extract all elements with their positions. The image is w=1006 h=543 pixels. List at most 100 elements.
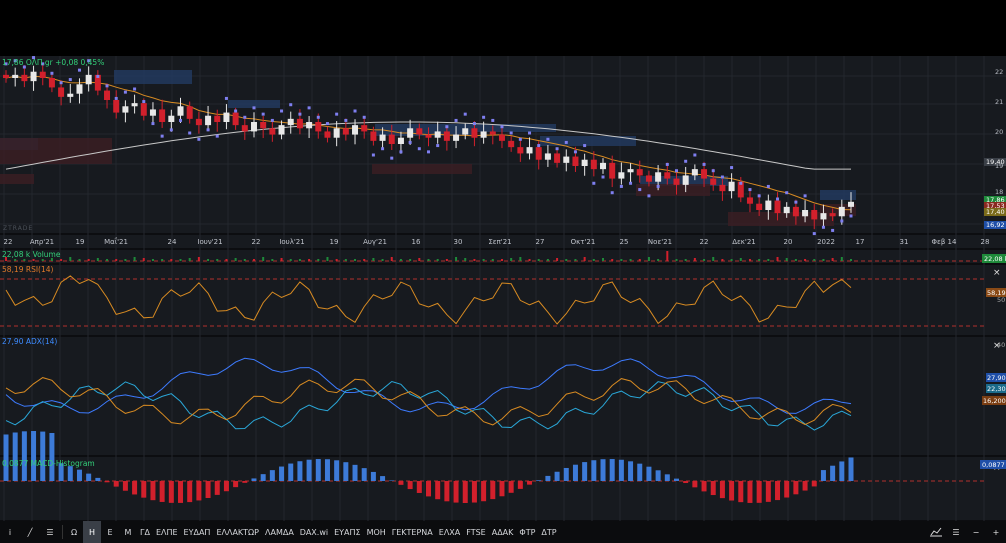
sar-dot bbox=[41, 62, 45, 66]
symbol-ftse[interactable]: FTSE bbox=[466, 527, 486, 537]
symbol-eyaps[interactable]: ΕΥΑΠΣ bbox=[334, 527, 361, 537]
price-zone bbox=[472, 124, 556, 132]
volume-bar bbox=[354, 259, 357, 261]
macd-bar bbox=[251, 478, 257, 481]
menu-icon[interactable]: ☰ bbox=[46, 527, 54, 537]
sar-dot bbox=[96, 74, 100, 78]
time-axis-tick: 22 bbox=[4, 238, 13, 246]
rsi-legend[interactable]: 58,19 RSI(14) bbox=[2, 265, 54, 274]
volume-bar bbox=[243, 259, 246, 261]
macd-bar bbox=[132, 481, 138, 495]
symbol-ftr[interactable]: ΦΤΡ bbox=[519, 527, 536, 537]
candle-body bbox=[719, 184, 726, 192]
macd-bar bbox=[848, 457, 854, 481]
sar-dot bbox=[371, 153, 375, 157]
candle-body bbox=[159, 109, 166, 122]
sar-dot bbox=[252, 106, 256, 110]
sar-dot bbox=[32, 56, 36, 60]
volume-bar bbox=[482, 259, 485, 261]
zoom-out-icon[interactable]: − bbox=[972, 527, 980, 537]
symbol-dax[interactable]: DAX.wi bbox=[299, 527, 329, 537]
close-rsi-icon[interactable]: × bbox=[993, 268, 1001, 278]
candle-body bbox=[361, 125, 368, 132]
price-zone bbox=[728, 212, 834, 226]
candle-body bbox=[838, 206, 845, 217]
macd-bar bbox=[719, 481, 725, 499]
candle-body bbox=[434, 131, 441, 138]
candle-body bbox=[710, 178, 717, 185]
volume-bar bbox=[69, 257, 72, 261]
plus-di-value-tag: 22,30 bbox=[986, 384, 1006, 393]
sar-dot bbox=[417, 147, 421, 151]
time-axis-tick: Δεκ'21 bbox=[732, 238, 756, 246]
volume-bar bbox=[289, 259, 292, 261]
timeframe-day[interactable]: Η bbox=[83, 521, 101, 543]
volume-bar bbox=[840, 257, 843, 261]
volume-bar bbox=[611, 259, 614, 261]
sar-dot bbox=[656, 184, 660, 188]
volume-bar bbox=[647, 257, 650, 261]
symbol-eydap[interactable]: ΕΥΔΑΠ bbox=[183, 527, 211, 537]
chart-area[interactable]: 22 21 20 19,40 19 18 17,86 17,53 17,40 16,92 22 Απρ… bbox=[0, 56, 1006, 521]
volume-bar bbox=[399, 259, 402, 261]
macd-bar bbox=[664, 474, 670, 481]
volume-bar bbox=[252, 259, 255, 261]
svg-text:22,30: 22,30 bbox=[987, 385, 1006, 393]
list-icon[interactable]: ☰ bbox=[952, 527, 960, 537]
macd-bar bbox=[343, 462, 349, 481]
macd-bar bbox=[554, 471, 560, 481]
timeframe-hour[interactable]: Ω bbox=[70, 527, 78, 537]
volume-bar bbox=[234, 258, 237, 261]
volume-bar bbox=[409, 259, 412, 261]
macd-bar bbox=[3, 434, 9, 481]
sar-dot bbox=[794, 200, 798, 204]
macd-bar bbox=[444, 481, 450, 502]
timeframe-month[interactable]: Μ bbox=[124, 527, 132, 537]
sar-dot bbox=[601, 175, 605, 179]
pen-icon[interactable]: ╱ bbox=[27, 527, 33, 537]
symbol-gd[interactable]: ΓΔ bbox=[140, 527, 150, 537]
macd-bar bbox=[756, 481, 762, 503]
candle-body bbox=[554, 153, 561, 163]
sar-dot bbox=[638, 188, 642, 192]
sar-dot bbox=[831, 228, 835, 232]
symbol-lamda[interactable]: ΛΑΜΔΑ bbox=[265, 527, 294, 537]
sar-dot bbox=[647, 194, 651, 198]
macd-bar bbox=[490, 481, 496, 500]
volume-bar bbox=[785, 258, 788, 261]
sar-dot bbox=[849, 214, 853, 218]
volume-bar bbox=[298, 259, 301, 261]
macd-bar bbox=[811, 481, 817, 487]
candle-body bbox=[526, 147, 533, 154]
timeframe-week[interactable]: Ε bbox=[107, 527, 113, 537]
symbol-elxa[interactable]: ΕΛΧΑ bbox=[438, 527, 461, 537]
svg-text:22,08 k: 22,08 k bbox=[984, 255, 1006, 263]
volume-bar bbox=[133, 257, 136, 261]
price-zone bbox=[0, 174, 34, 184]
close-adx-icon[interactable]: × bbox=[993, 341, 1001, 351]
symbol-adak[interactable]: ΑΔΑΚ bbox=[491, 527, 514, 537]
candle-body bbox=[186, 106, 193, 119]
volume-bar bbox=[445, 259, 448, 261]
symbol-elpe[interactable]: ΕΛΠΕ bbox=[155, 527, 178, 537]
adx-legend[interactable]: 27,90 ADX(14) bbox=[2, 337, 57, 346]
symbol-gekterna[interactable]: ΓΕΚΤΕΡΝΑ bbox=[391, 527, 433, 537]
candle-body bbox=[21, 74, 28, 82]
toolbar-right-group: ☰ − + bbox=[926, 521, 1006, 543]
volume-bar bbox=[546, 259, 549, 261]
symbol-ellaktor[interactable]: ΕΛΛΑΚΤΩΡ bbox=[216, 527, 259, 537]
volume-bar bbox=[602, 258, 605, 261]
symbol-dtr[interactable]: ΔΤΡ bbox=[541, 527, 557, 537]
chart-type-icon[interactable] bbox=[926, 521, 946, 543]
candle-body bbox=[250, 122, 257, 132]
zoom-in-icon[interactable]: + bbox=[992, 527, 1000, 537]
symbol-moh[interactable]: ΜΟΗ bbox=[366, 527, 386, 537]
sar-dot bbox=[160, 134, 164, 138]
macd-legend[interactable]: 0,0877 MACD-Histogram bbox=[2, 459, 95, 468]
info-icon[interactable]: ⅰ bbox=[8, 527, 12, 537]
volume-legend[interactable]: 22,08 k Volume bbox=[2, 250, 61, 259]
candle-body bbox=[342, 128, 349, 135]
price-legend[interactable]: 17,86 ΟΛΠ.gr +0,08 0,45% bbox=[2, 58, 104, 67]
volume-bar bbox=[14, 259, 17, 261]
